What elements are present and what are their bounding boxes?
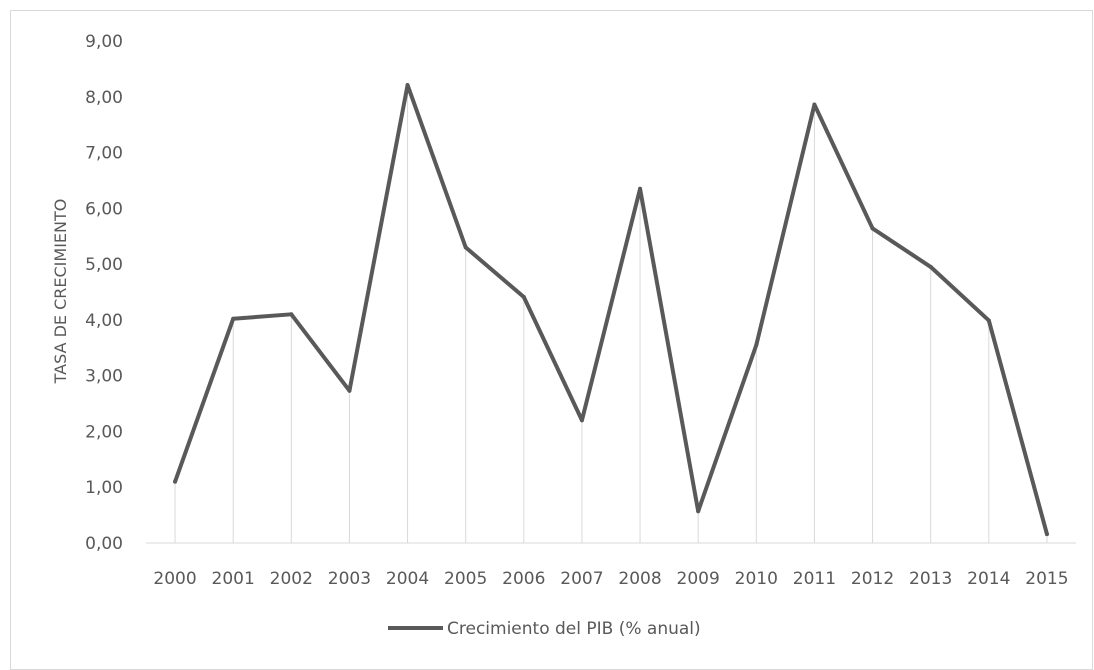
y-tick-label: 1,00 — [85, 478, 123, 498]
y-axis-title: TASA DE CRECIMIENTO — [51, 199, 70, 385]
y-tick-label: 0,00 — [85, 534, 123, 554]
chart-frame — [10, 10, 1093, 670]
data-point — [231, 316, 236, 321]
data-point — [696, 509, 701, 514]
y-tick-label: 4,00 — [85, 311, 123, 331]
y-tick-label: 2,00 — [85, 422, 123, 442]
data-point — [521, 295, 526, 300]
y-axis-ticks: 0,00 1,00 2,00 3,00 4,00 5,00 6,00 7,00 8,00 9,00 — [85, 32, 123, 554]
x-tick-label: 2004 — [386, 569, 429, 589]
x-tick-label: 2001 — [212, 569, 255, 589]
series-group — [173, 83, 1049, 537]
y-tick-label: 6,00 — [85, 199, 123, 219]
data-point — [754, 342, 759, 347]
legend: Crecimiento del PIB (% anual) — [388, 619, 701, 639]
data-point — [347, 388, 352, 393]
series-line — [173, 83, 1049, 537]
data-point — [289, 312, 294, 317]
data-point — [405, 83, 410, 88]
x-tick-label: 2011 — [793, 569, 836, 589]
data-point — [928, 264, 933, 269]
data-point — [463, 245, 468, 250]
x-axis-ticks: 2000 2001 2002 2003 2004 2005 2006 2007 2008 2009… — [153, 569, 1068, 589]
x-tick-label: 2007 — [560, 569, 603, 589]
data-point — [870, 226, 875, 231]
data-point — [638, 186, 643, 191]
data-point — [173, 479, 178, 484]
x-tick-label: 2009 — [677, 569, 720, 589]
data-point — [812, 102, 817, 107]
data-point — [986, 318, 991, 323]
drop-lines — [174, 85, 1048, 543]
y-tick-label: 7,00 — [85, 144, 123, 164]
x-tick-label: 2005 — [444, 569, 487, 589]
y-tick-label: 9,00 — [85, 32, 123, 52]
x-tick-label: 2013 — [909, 569, 952, 589]
x-tick-label: 2003 — [328, 569, 371, 589]
y-tick-label: 8,00 — [85, 88, 123, 108]
x-tick-label: 2002 — [270, 569, 313, 589]
x-tick-label: 2014 — [967, 569, 1010, 589]
x-tick-label: 2010 — [735, 569, 778, 589]
y-tick-label: 3,00 — [85, 367, 123, 387]
x-tick-label: 2008 — [618, 569, 661, 589]
x-tick-label: 2012 — [851, 569, 894, 589]
y-tick-label: 5,00 — [85, 255, 123, 275]
legend-label: Crecimiento del PIB (% anual) — [447, 619, 701, 639]
x-tick-label: 2000 — [153, 569, 196, 589]
x-tick-label: 2015 — [1025, 569, 1068, 589]
x-tick-label: 2006 — [502, 569, 545, 589]
data-point — [579, 418, 584, 423]
data-point — [1044, 532, 1049, 537]
